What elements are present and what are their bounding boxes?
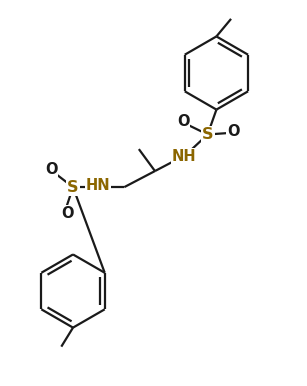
Text: O: O xyxy=(227,124,239,139)
Text: O: O xyxy=(177,114,189,129)
Text: NH: NH xyxy=(172,149,196,164)
Text: HN: HN xyxy=(86,178,110,193)
Text: S: S xyxy=(67,179,79,195)
Text: O: O xyxy=(45,162,57,177)
Text: O: O xyxy=(61,206,73,221)
Text: S: S xyxy=(202,127,213,142)
